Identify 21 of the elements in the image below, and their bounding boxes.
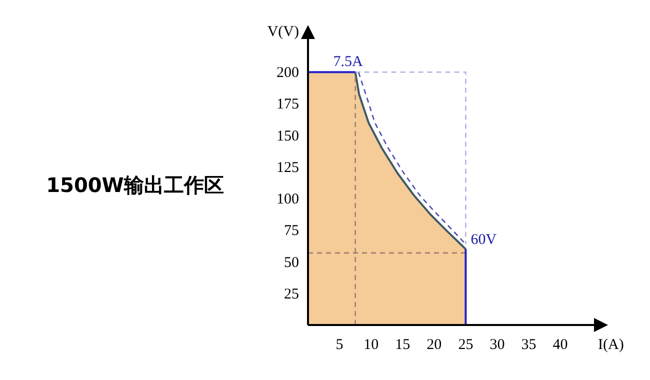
x-tick-label: 15 (395, 337, 410, 353)
annotation: 60V (470, 232, 497, 248)
y-tick-label: 125 (276, 160, 299, 176)
x-tick-label: 20 (426, 337, 442, 353)
y-tick-label: 100 (276, 192, 299, 208)
x-tick-label: 40 (552, 337, 568, 353)
y-tick-label: 25 (284, 286, 299, 302)
x-tick-label: 5 (336, 337, 344, 353)
y-tick-label: 175 (276, 96, 299, 113)
x-tick-label: 30 (490, 337, 505, 353)
y-tick-label: 50 (284, 254, 299, 271)
text: 1500W输出工作区 (46, 173, 224, 197)
y-tick-label: 150 (276, 128, 299, 144)
x-tick-label: 10 (364, 337, 379, 353)
x-axis-title: I(A) (598, 337, 624, 353)
annotation: 7.5A (333, 54, 364, 70)
y-tick-label: 200 (276, 65, 299, 82)
y-axis-title: V(V) (267, 24, 300, 40)
x-tick-label: 25 (458, 337, 474, 353)
x-tick-label: 35 (521, 337, 536, 353)
y-tick-label: 75 (284, 223, 299, 240)
